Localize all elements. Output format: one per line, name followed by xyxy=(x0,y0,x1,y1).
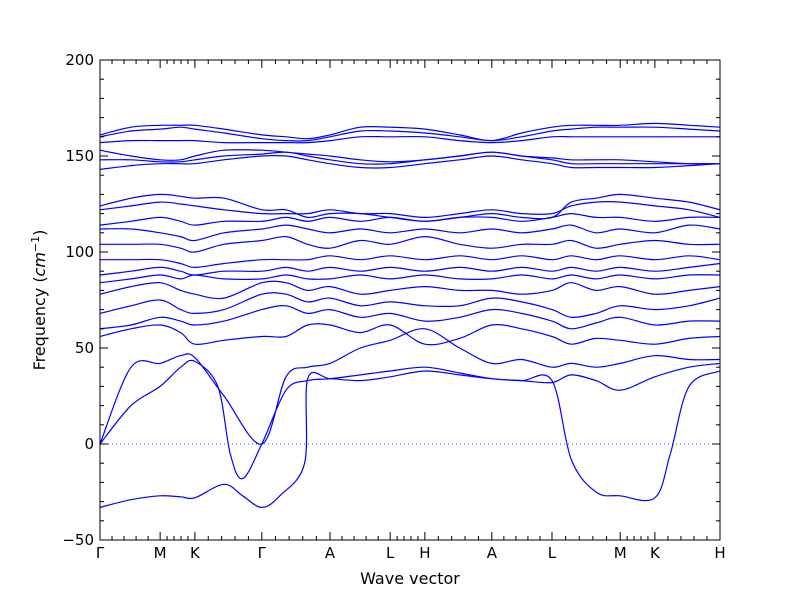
y-tick-label: 150 xyxy=(65,147,94,165)
high-symmetry-label: K xyxy=(190,544,201,562)
y-axis-label: Frequency (cm−1) xyxy=(29,230,49,371)
y-tick-label: 0 xyxy=(84,435,94,453)
high-symmetry-label: K xyxy=(650,544,661,562)
phonon-branch-14 xyxy=(99,200,721,218)
y-axis-unit-exponent: −1 xyxy=(29,236,42,252)
phonon-branch-5 xyxy=(99,305,721,330)
y-tick-label: 200 xyxy=(65,51,94,69)
y-tick-label: 50 xyxy=(75,339,94,357)
y-tick-label: −50 xyxy=(62,531,94,549)
high-symmetry-label: M xyxy=(614,544,627,562)
phonon-branch-9 xyxy=(99,262,721,276)
phonon-branch-4 xyxy=(99,323,721,346)
phonon-branch-16 xyxy=(99,154,721,170)
phonon-branch-10 xyxy=(100,255,721,268)
high-symmetry-label: Γ xyxy=(96,544,105,562)
high-symmetry-label: A xyxy=(487,544,498,562)
phonon-branch-18 xyxy=(99,149,721,165)
phonon-branch-15 xyxy=(99,193,721,222)
phonon-branch-1 xyxy=(99,370,721,508)
y-axis-unit: cm xyxy=(30,252,49,276)
y-tick-label: 100 xyxy=(65,243,94,261)
phonon-branch-12 xyxy=(99,224,721,242)
high-symmetry-label: M xyxy=(154,544,167,562)
phonon-branch-8 xyxy=(99,274,721,284)
high-symmetry-label: H xyxy=(419,544,430,562)
high-symmetry-label: L xyxy=(386,544,395,562)
x-axis-label: Wave vector xyxy=(360,569,460,588)
phonon-branch-7 xyxy=(99,280,721,300)
high-symmetry-label: Γ xyxy=(258,544,267,562)
phonon-branch-19 xyxy=(99,135,721,144)
y-axis-label-text: Frequency xyxy=(30,288,49,371)
phonon-branch-11 xyxy=(100,235,721,253)
phonon-branch-17 xyxy=(99,151,720,165)
high-symmetry-label: L xyxy=(548,544,557,562)
phonon-branch-3 xyxy=(99,328,721,445)
plot-frame xyxy=(99,59,721,541)
phonon-branch-2 xyxy=(99,359,721,480)
high-symmetry-label: A xyxy=(325,544,336,562)
high-symmetry-label: H xyxy=(714,544,725,562)
phonon-branch-20 xyxy=(99,126,721,142)
phonon-branch-6 xyxy=(99,292,721,318)
plot-area xyxy=(99,122,721,508)
phonon-branch-21 xyxy=(99,122,721,142)
